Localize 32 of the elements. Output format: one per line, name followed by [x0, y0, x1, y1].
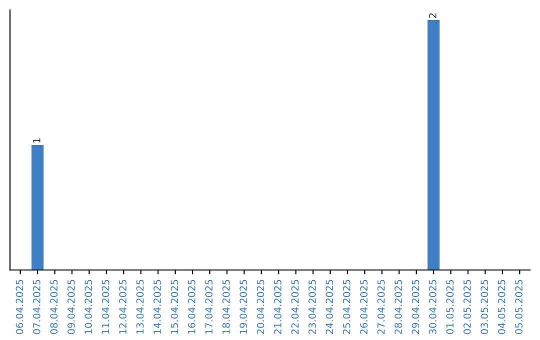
x-tick-label: 14.04.2025 — [154, 280, 161, 334]
x-tick-label: 26.04.2025 — [360, 280, 368, 334]
x-tick-label: 09.04.2025 — [67, 280, 75, 334]
x-tick-label: 07.04.2025 — [33, 280, 40, 334]
x-tick-label: 10.04.2025 — [84, 280, 92, 334]
x-tick-label: 21.04.2025 — [274, 280, 282, 334]
x-tick-label: 17.04.2025 — [205, 280, 213, 334]
x-tick-label: 01.05.2025 — [446, 280, 454, 334]
x-tick-label: 08.04.2025 — [50, 280, 58, 334]
x-tick-label: 24.04.2025 — [326, 280, 334, 334]
data-label: 2 — [429, 13, 436, 18]
x-tick-label: 06.04.2025 — [16, 280, 24, 334]
x-tick-label: 25.04.2025 — [342, 280, 350, 334]
x-tick-label: 11.04.2025 — [102, 280, 110, 334]
x-tick-label: 19.04.2025 — [240, 280, 247, 334]
x-tick-label: 13.04.2025 — [136, 280, 144, 334]
x-tick-label: 15.04.2025 — [170, 280, 178, 334]
x-tick-label: 20.04.2025 — [256, 280, 264, 334]
x-tick-label: 16.04.2025 — [188, 280, 196, 334]
x-tick-label: 22.04.2025 — [291, 280, 299, 334]
data-label: 1 — [33, 138, 40, 143]
x-tick-label: 12.04.2025 — [119, 280, 126, 334]
x-tick-label: 29.04.2025 — [412, 280, 420, 334]
x-tick-label: 28.04.2025 — [394, 280, 402, 334]
x-tick-label: 18.04.2025 — [222, 280, 230, 334]
x-tick-label: 27.04.2025 — [377, 280, 385, 334]
x-tick-label: 30.04.2025 — [429, 280, 436, 334]
x-tick-label: 03.05.2025 — [480, 280, 488, 334]
x-tick-label: 04.05.2025 — [498, 280, 506, 334]
x-tick-label: 05.05.2025 — [515, 280, 522, 334]
x-tick-label: 02.05.2025 — [463, 280, 471, 334]
x-tick-label: 23.04.2025 — [308, 280, 316, 334]
